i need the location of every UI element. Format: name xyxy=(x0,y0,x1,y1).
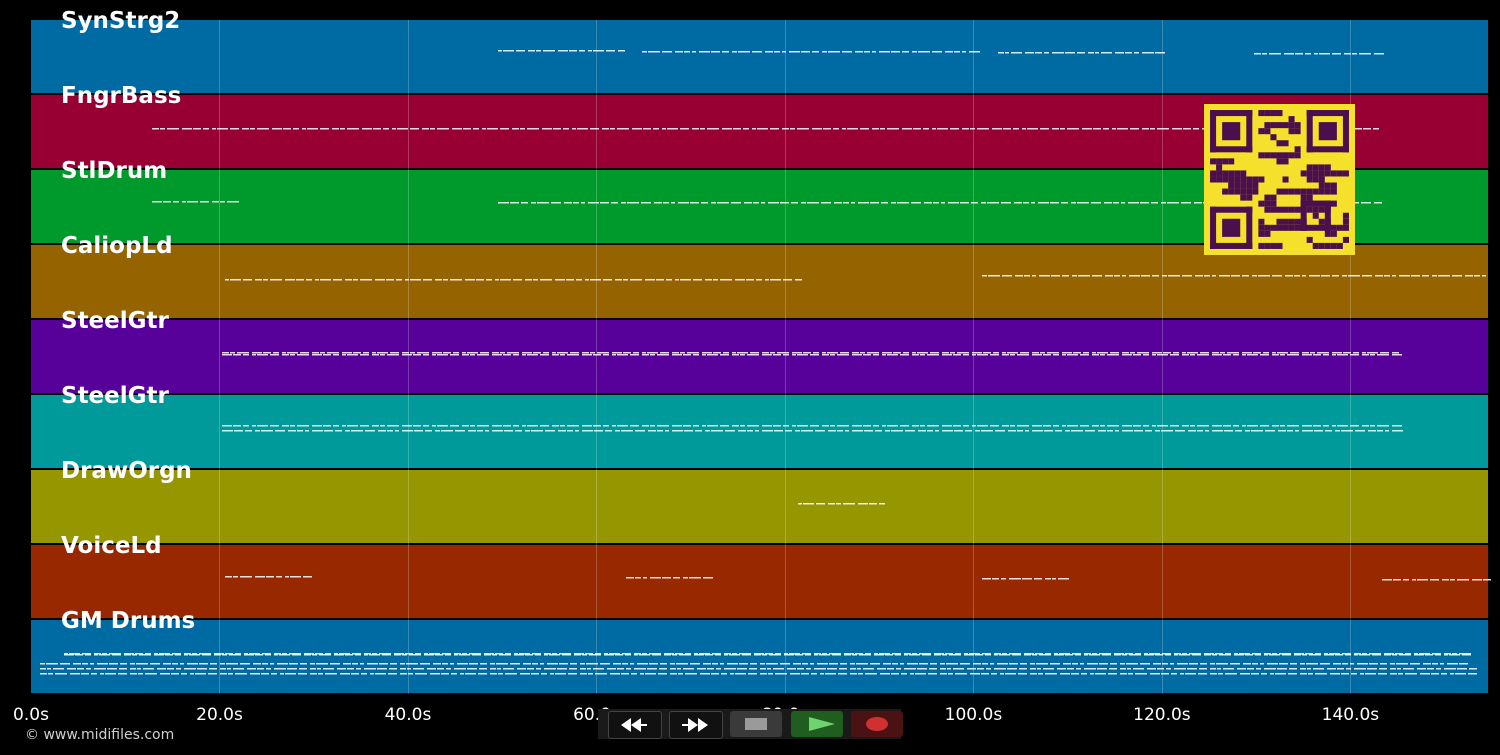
track-lane xyxy=(31,470,1488,543)
track-name: DrawOrgn xyxy=(61,458,192,484)
track-name: SteelGtr xyxy=(61,308,169,334)
grid-line xyxy=(973,20,975,694)
rewind-icon xyxy=(621,718,647,732)
track-lane xyxy=(31,20,1488,93)
fast-forward-button[interactable] xyxy=(669,711,723,739)
track-name: VoiceLd xyxy=(61,533,162,559)
grid-line xyxy=(596,20,598,694)
track-lane xyxy=(31,320,1488,393)
track-name: GM Drums xyxy=(61,608,196,634)
credit-text: © www.midifiles.com xyxy=(25,727,175,743)
time-axis-label: 120.0s xyxy=(1133,705,1191,725)
track-name: FngrBass xyxy=(61,83,182,109)
grid-line xyxy=(784,20,786,694)
track-lane xyxy=(31,545,1488,618)
play-button[interactable] xyxy=(791,711,843,737)
time-axis-label: 0.0s xyxy=(13,705,49,725)
record-icon xyxy=(866,717,888,731)
record-button[interactable] xyxy=(851,711,903,737)
grid-line xyxy=(1161,20,1163,694)
play-icon xyxy=(809,717,835,731)
grid-line xyxy=(407,20,409,694)
track-name: CaliopLd xyxy=(61,233,173,259)
time-axis-label: 20.0s xyxy=(196,705,243,725)
track-name: SteelGtr xyxy=(61,383,169,409)
time-axis-label: 140.0s xyxy=(1321,705,1380,725)
grid-line xyxy=(219,20,221,694)
track-lane xyxy=(31,245,1488,318)
stop-button[interactable] xyxy=(730,711,782,737)
grid-line xyxy=(1350,20,1352,694)
track-name: StlDrum xyxy=(61,158,168,184)
fast-forward-icon xyxy=(682,718,708,732)
playback-controls xyxy=(598,709,903,739)
stop-icon xyxy=(745,718,767,730)
rewind-button[interactable] xyxy=(608,711,662,739)
track-lane xyxy=(31,620,1488,693)
qr-code xyxy=(1204,104,1355,255)
time-axis-label: 100.0s xyxy=(944,705,1003,725)
track-name: SynStrg2 xyxy=(61,8,181,34)
time-axis-label: 40.0s xyxy=(384,705,432,725)
